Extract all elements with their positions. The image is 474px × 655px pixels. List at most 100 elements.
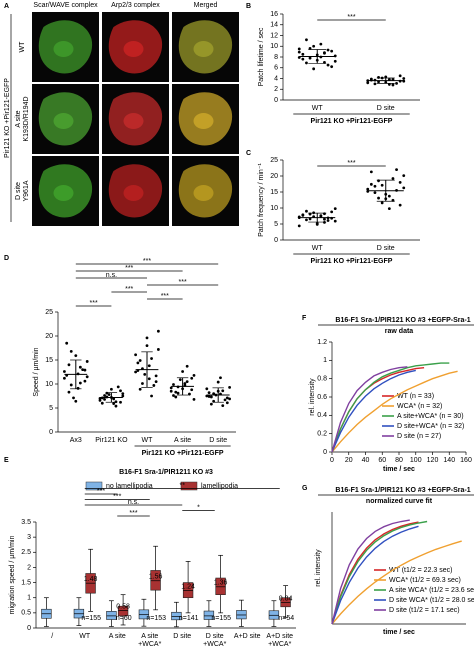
panel-letter: D [4, 255, 9, 262]
data-point [156, 348, 160, 351]
panel-letter: C [246, 150, 251, 157]
data-point [207, 395, 211, 398]
data-point [225, 401, 229, 405]
legend-label: D site+WCA* (n = 32) [397, 423, 464, 430]
x-axis-label: time / sec [383, 629, 415, 636]
y-tick-label: 1.5 [21, 579, 31, 586]
data-point [398, 203, 402, 207]
data-point [228, 397, 231, 401]
data-point [183, 382, 187, 385]
significance-label: n.s. [106, 272, 117, 279]
data-point [152, 384, 156, 387]
significance-label: *** [143, 258, 151, 265]
y-tick-label: 0 [27, 625, 31, 632]
y-axis-label: Patch frequency / min⁻¹ [258, 162, 265, 236]
data-point [391, 177, 395, 180]
data-point [380, 201, 384, 205]
data-point [297, 47, 301, 51]
significance-label: *** [161, 293, 169, 300]
y-tick-label: 25 [270, 157, 278, 164]
y-tick-label: 14 [270, 22, 278, 29]
data-point [138, 387, 142, 391]
data-point [319, 214, 323, 218]
data-point [384, 75, 388, 79]
cell-core [193, 185, 214, 201]
significance-label: *** [125, 286, 133, 293]
y-tick-label: 16 [270, 11, 278, 18]
data-point [192, 373, 196, 377]
series-line [331, 366, 408, 453]
data-point [402, 77, 406, 80]
series-line [331, 519, 410, 625]
median-label: 1.24 [181, 583, 195, 590]
panel-letter: E [4, 457, 9, 464]
y-tick-label: 20 [270, 173, 278, 180]
data-point [83, 379, 87, 383]
y-tick-label: 20 [45, 333, 53, 340]
legend-swatch [180, 481, 198, 491]
data-point [190, 376, 194, 380]
data-point [323, 60, 326, 64]
data-point [136, 361, 140, 365]
series-line [331, 520, 428, 625]
box [106, 611, 117, 620]
data-point [212, 392, 216, 395]
y-tick-label: 5 [49, 405, 53, 412]
group-label: Pir121 KO +Pir121-EGFP [311, 258, 393, 265]
data-point [169, 386, 173, 390]
data-point [330, 49, 334, 53]
median-label: 0.84 [279, 595, 293, 602]
n-label: n=155 [211, 615, 231, 622]
data-point [147, 364, 151, 368]
data-point [176, 391, 180, 395]
data-point [308, 56, 312, 60]
x-tick-label: WT [79, 633, 91, 640]
x-tick-label: A+D site [234, 633, 261, 640]
data-point [134, 370, 138, 374]
data-point [63, 376, 66, 380]
y-tick-label: 0.2 [317, 431, 327, 438]
cell-core [123, 113, 144, 129]
n-label: n=141 [179, 615, 199, 622]
y-tick-label: 0.5 [21, 610, 31, 617]
x-tick-label: / [51, 633, 53, 640]
significance-label: *** [347, 14, 355, 21]
y-tick-label: 10 [270, 205, 278, 212]
data-point [65, 341, 69, 345]
column-header: Scar/WAVE complex [33, 2, 98, 9]
x-tick-label: A site [109, 633, 126, 640]
cell-core [53, 185, 74, 201]
data-point [402, 186, 406, 190]
y-tick-label: 0.6 [317, 394, 327, 401]
y-tick-label: 2 [274, 86, 278, 93]
y-tick-label: 5 [274, 221, 278, 228]
x-tick-label: D site [209, 437, 227, 444]
data-point [112, 397, 116, 401]
x-tick-label: WT [142, 437, 154, 444]
column-header: Arp2/3 complex [111, 2, 160, 9]
data-point [156, 329, 160, 333]
n-label: n=155 [81, 615, 101, 622]
data-point [103, 394, 106, 397]
box [215, 577, 226, 595]
data-point [114, 400, 118, 404]
chart-subtitle: raw data [385, 328, 414, 335]
data-point [301, 57, 305, 61]
y-axis-label: rel. intensity [315, 549, 322, 587]
significance-label: *** [129, 510, 137, 517]
data-point [145, 344, 149, 347]
data-point [398, 74, 402, 78]
data-point [138, 359, 142, 362]
data-point [221, 389, 225, 393]
x-tick-label: A+D site [266, 633, 293, 640]
data-point [395, 168, 398, 172]
data-point [305, 209, 308, 213]
data-point [387, 207, 391, 211]
data-point [297, 50, 301, 54]
data-point [74, 354, 78, 358]
significance-label: *** [347, 160, 355, 167]
data-point [369, 182, 373, 186]
y-tick-label: 3 [27, 534, 31, 541]
data-point [72, 396, 75, 400]
data-point [78, 365, 82, 369]
